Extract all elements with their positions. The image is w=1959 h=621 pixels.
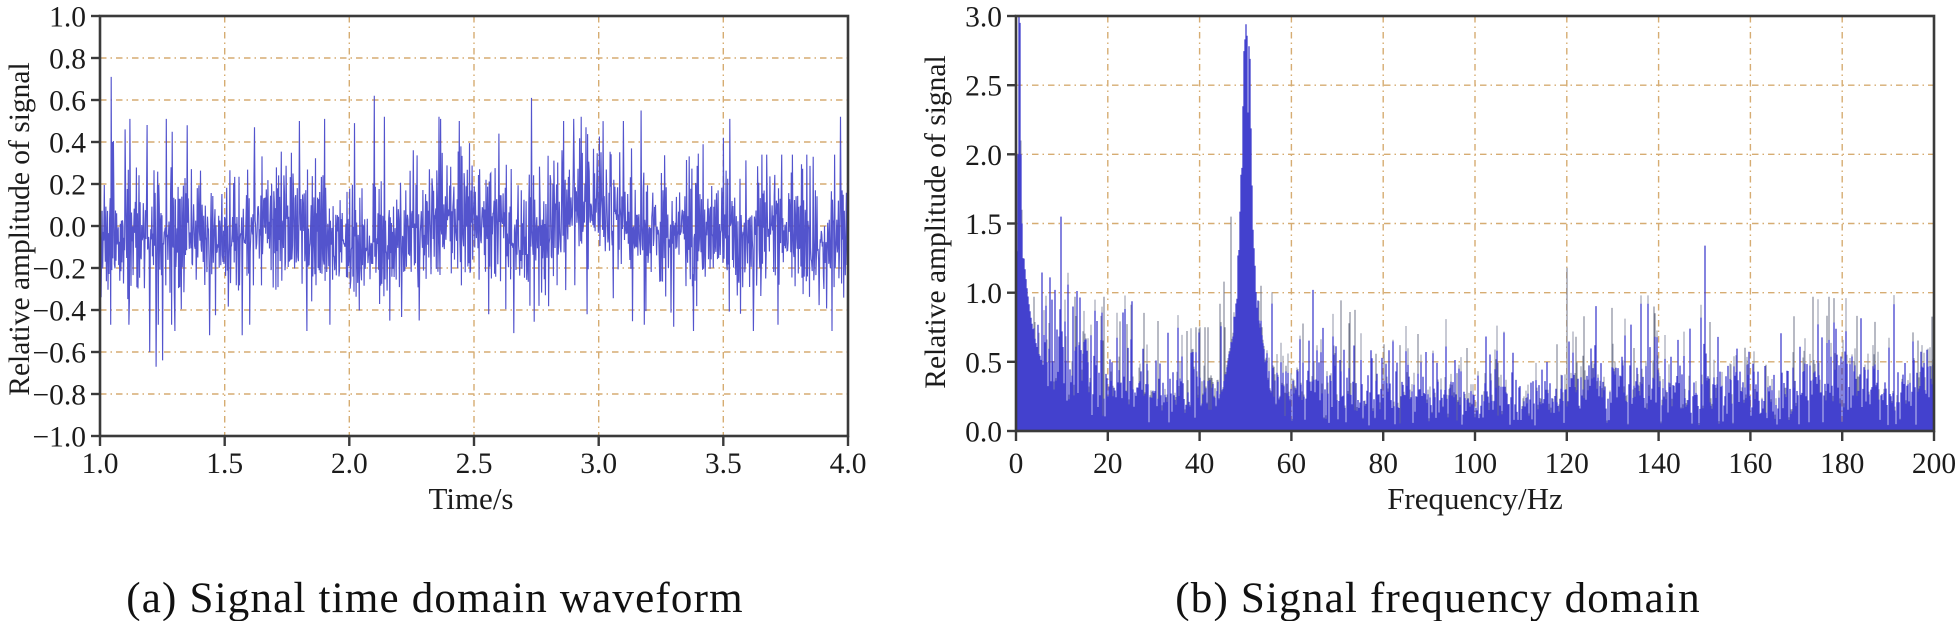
svg-text:100: 100 bbox=[1453, 448, 1497, 480]
svg-text:1.5: 1.5 bbox=[206, 448, 243, 480]
svg-text:−0.6: −0.6 bbox=[32, 338, 86, 370]
svg-text:3.5: 3.5 bbox=[705, 448, 742, 480]
svg-text:3.0: 3.0 bbox=[965, 2, 1002, 34]
svg-text:0.0: 0.0 bbox=[965, 417, 1002, 449]
svg-text:80: 80 bbox=[1368, 448, 1398, 480]
svg-text:2.0: 2.0 bbox=[331, 448, 368, 480]
svg-text:1.5: 1.5 bbox=[965, 209, 1002, 241]
svg-text:Relative amplitude of signal: Relative amplitude of signal bbox=[920, 55, 952, 388]
svg-text:Frequency/Hz: Frequency/Hz bbox=[1387, 481, 1563, 516]
svg-text:1.0: 1.0 bbox=[49, 2, 86, 34]
svg-text:2.0: 2.0 bbox=[965, 140, 1002, 172]
svg-text:(b) Signal frequency domain: (b) Signal frequency domain bbox=[1175, 575, 1701, 621]
svg-text:2.5: 2.5 bbox=[456, 448, 493, 480]
svg-text:(a) Signal time domain wavefor: (a) Signal time domain waveform bbox=[126, 575, 744, 621]
svg-text:−1.0: −1.0 bbox=[32, 422, 86, 454]
svg-text:160: 160 bbox=[1728, 448, 1772, 480]
svg-text:0: 0 bbox=[1009, 448, 1024, 480]
svg-text:0.5: 0.5 bbox=[965, 347, 1002, 379]
svg-text:180: 180 bbox=[1820, 448, 1864, 480]
svg-text:−0.2: −0.2 bbox=[32, 254, 86, 286]
svg-text:−0.8: −0.8 bbox=[32, 380, 86, 412]
svg-text:120: 120 bbox=[1545, 448, 1589, 480]
svg-text:0.0: 0.0 bbox=[49, 212, 86, 244]
svg-text:0.8: 0.8 bbox=[49, 44, 86, 76]
svg-text:0.6: 0.6 bbox=[49, 86, 86, 118]
svg-text:200: 200 bbox=[1912, 448, 1956, 480]
svg-text:140: 140 bbox=[1636, 448, 1680, 480]
svg-text:0.2: 0.2 bbox=[49, 170, 86, 202]
svg-text:Relative amplitude of signal: Relative amplitude of signal bbox=[4, 62, 36, 395]
svg-text:3.0: 3.0 bbox=[580, 448, 617, 480]
svg-text:Time/s: Time/s bbox=[428, 481, 513, 516]
svg-text:20: 20 bbox=[1093, 448, 1123, 480]
svg-text:2.5: 2.5 bbox=[965, 71, 1002, 103]
svg-text:60: 60 bbox=[1277, 448, 1307, 480]
svg-text:40: 40 bbox=[1185, 448, 1215, 480]
svg-text:1.0: 1.0 bbox=[82, 448, 119, 480]
svg-text:1.0: 1.0 bbox=[965, 278, 1002, 310]
svg-text:−0.4: −0.4 bbox=[32, 296, 86, 328]
svg-text:4.0: 4.0 bbox=[830, 448, 867, 480]
svg-text:0.4: 0.4 bbox=[49, 128, 86, 160]
